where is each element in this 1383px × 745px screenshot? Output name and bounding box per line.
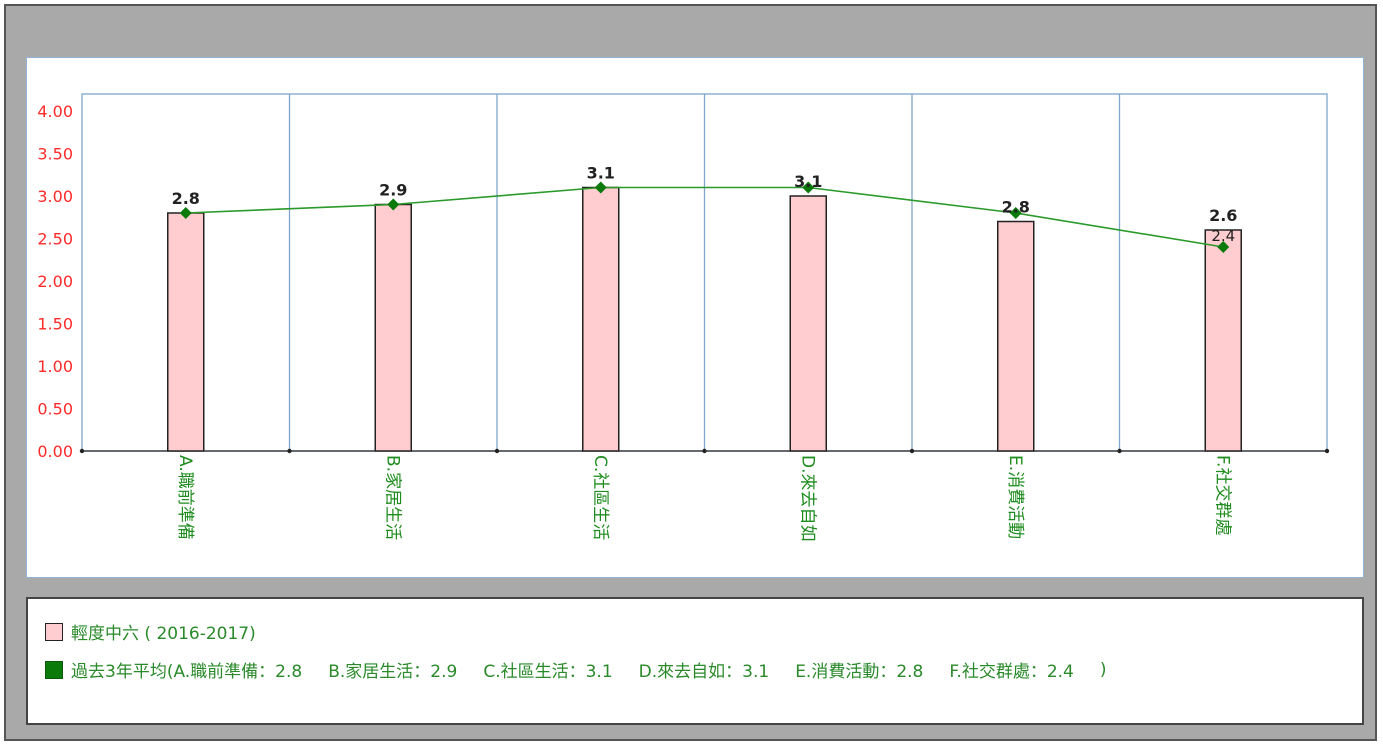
legend-entry-bar: 輕度中六 ( 2016-2017) (45, 619, 256, 644)
line-marker (802, 181, 815, 194)
legend-line-item-b: B.家居生活：2.9 (328, 662, 458, 682)
category-label: F.社交群處 (1212, 455, 1232, 535)
bar-data-label: 3.1 (794, 172, 822, 191)
y-tick-label: 3.50 (37, 145, 73, 164)
y-tick-label: 4.00 (37, 102, 73, 121)
series-line (185, 186, 1224, 248)
category-label: C.社區生活 (590, 455, 610, 540)
legend-line-item-d: D.來去自如：3.1 (638, 662, 770, 682)
legend-line-suffix: ) (1099, 659, 1107, 680)
y-tick-label: 2.50 (37, 230, 73, 249)
legend-panel: 輕度中六 ( 2016-2017) 過去3年平均( A.職前準備：2.8 B.家… (26, 597, 1364, 725)
legend-line-item-f: F.社交群處：2.4 (949, 662, 1074, 682)
bar-data-label: 2.6 (1209, 206, 1237, 225)
line-marker (1009, 207, 1022, 219)
x-axis-tick-mark (287, 448, 292, 454)
legend-entry-line: 過去3年平均( A.職前準備：2.8 B.家居生活：2.9 C.社區生活：3.1… (45, 657, 1107, 682)
line-data-label: 2.4 (1211, 227, 1235, 245)
y-tick-label: 0.00 (37, 442, 73, 461)
line-marker (179, 207, 192, 219)
chart: 0.00 0.50 1.00 1.50 2.00 2.50 3.00 3.50 4.00 2.8 2… (37, 93, 1330, 542)
bar-data-label: 2.8 (172, 189, 200, 208)
bar (582, 186, 620, 452)
legend-line-item-a: A.職前準備：2.8 (173, 662, 303, 682)
legend-swatch-bar (45, 622, 63, 641)
line-marker (387, 198, 400, 211)
y-tick-label: 1.00 (37, 357, 73, 376)
bar-data-label: 3.1 (587, 164, 615, 183)
bar (789, 195, 827, 452)
plot-panel: 0.00 0.50 1.00 1.50 2.00 2.50 3.00 3.50 4.00 2.8 2… (26, 57, 1364, 578)
category-label: D.來去自如 (797, 455, 817, 542)
y-tick-label: 1.50 (37, 315, 73, 334)
bar (997, 220, 1035, 452)
category-label: B.家居生活 (382, 455, 402, 540)
legend-line-item-c: C.社區生活：3.1 (483, 662, 613, 682)
legend-bar-label: 輕度中六 ( 2016-2017) (71, 624, 256, 644)
x-axis-tick-mark (702, 448, 707, 454)
line-marker (594, 181, 607, 194)
bar-data-label: 2.9 (379, 181, 407, 200)
x-axis-tick-mark (79, 448, 85, 454)
y-tick-label: 3.00 (37, 187, 73, 206)
y-tick-label: 0.50 (37, 400, 73, 419)
category-label: A.職前準備 (175, 455, 195, 540)
x-axis-tick-mark (1117, 448, 1122, 454)
bar (1204, 229, 1242, 452)
legend-swatch-line (45, 660, 63, 679)
line-marker (1217, 241, 1230, 253)
x-axis-tick-mark (494, 448, 500, 454)
bar (167, 212, 205, 452)
bar-data-label: 2.8 (1002, 198, 1030, 217)
x-axis-tick-mark (909, 448, 915, 454)
legend-line-prefix: 過去3年平均( (71, 662, 174, 682)
category-label: E.消費活動 (1005, 455, 1025, 539)
y-tick-label: 2.00 (37, 272, 73, 291)
legend-line-item-e: E.消費活動：2.8 (795, 662, 924, 682)
bar (374, 203, 412, 452)
x-axis-tick-mark (1324, 448, 1330, 454)
